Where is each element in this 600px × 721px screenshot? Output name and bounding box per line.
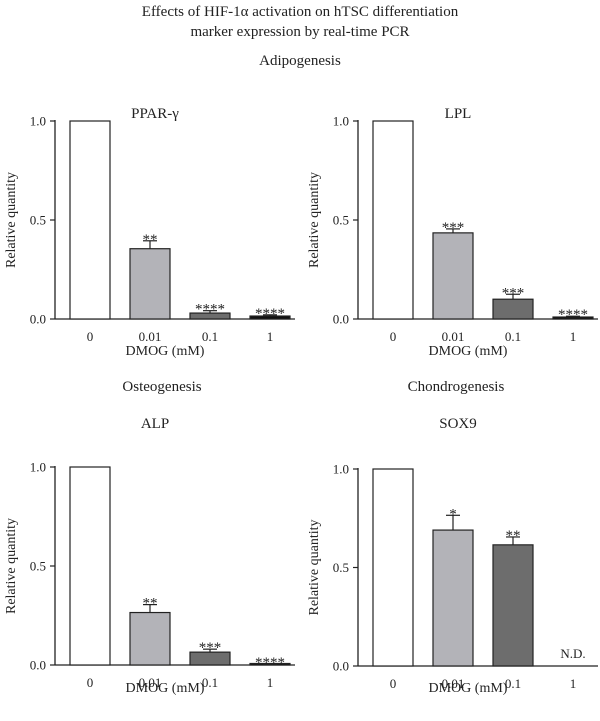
significance-label: *: [449, 506, 457, 522]
chart-title: LPL: [445, 106, 472, 122]
bar-0.01: [432, 529, 474, 667]
x-axis-label: DMOG (mM): [126, 344, 205, 359]
y-axis-label: Relative quantity: [4, 172, 19, 268]
chart-panel-1: PPAR-γ 0.0 0.5 1.0 Relative quantity 0 ** 0.01 *…: [4, 106, 295, 359]
x-tick-label: 1: [267, 675, 274, 690]
x-tick-label: 0.1: [202, 329, 218, 344]
chart-title: ALP: [141, 416, 169, 432]
x-tick-label: 0.1: [505, 676, 521, 691]
chart-title: SOX9: [439, 416, 477, 432]
x-tick-label: 0: [87, 329, 94, 344]
bar-0: [372, 468, 414, 667]
bar-0.01: [129, 611, 171, 666]
significance-label: ***: [502, 285, 525, 301]
figure-title-line-2: marker expression by real-time PCR: [190, 24, 410, 40]
x-axis-label: DMOG (mM): [126, 681, 205, 696]
x-tick-label: 0: [390, 676, 397, 691]
x-tick-label: 0.1: [505, 329, 521, 344]
y-tick-label: 0.5: [30, 559, 46, 574]
not-detected-label: N.D.: [560, 646, 585, 661]
x-tick-label: 1: [570, 329, 577, 344]
y-axis-label: Relative quantity: [4, 518, 19, 614]
y-tick-label: 1.0: [30, 114, 46, 129]
significance-label: **: [143, 232, 158, 248]
significance-label: ***: [199, 640, 222, 656]
y-tick-label: 1.0: [30, 460, 46, 475]
chart-panel-4: SOX9 0.0 0.5 1.0 Relative quantity 0 * 0.01 ** 0.…: [307, 416, 598, 696]
y-tick-label: 1.0: [333, 462, 349, 477]
x-tick-label: 1: [570, 676, 577, 691]
bar-0.01: [129, 248, 171, 320]
bar-0: [69, 466, 111, 666]
significance-label: ****: [195, 302, 225, 318]
bar-0: [372, 120, 414, 320]
x-axis-label: DMOG (mM): [429, 681, 508, 696]
bar-0.1: [492, 544, 534, 667]
y-tick-label: 0.0: [333, 659, 349, 674]
bar-0.1: [492, 298, 534, 320]
x-tick-label: 0.01: [139, 329, 162, 344]
chondrogenesis-group-label: Chondrogenesis: [407, 379, 505, 395]
significance-label: ****: [558, 307, 588, 323]
y-tick-label: 0.0: [30, 658, 46, 673]
x-tick-label: 0.01: [442, 329, 465, 344]
x-tick-label: 0.01: [442, 676, 465, 691]
significance-label: ****: [255, 306, 285, 322]
chart-title: PPAR-γ: [131, 106, 179, 122]
y-axis-label: Relative quantity: [307, 519, 322, 615]
x-tick-label: 0.1: [202, 675, 218, 690]
significance-label: ***: [442, 220, 465, 236]
x-tick-label: 0: [87, 675, 94, 690]
x-tick-label: 0.01: [139, 675, 162, 690]
y-tick-label: 0.0: [30, 312, 46, 327]
significance-label: **: [143, 596, 158, 612]
y-tick-label: 0.5: [30, 213, 46, 228]
significance-label: ****: [255, 655, 285, 671]
y-tick-label: 1.0: [333, 114, 349, 129]
bar-0.01: [432, 232, 474, 320]
x-tick-label: 1: [267, 329, 274, 344]
y-tick-label: 0.5: [333, 560, 349, 575]
y-axis-label: Relative quantity: [307, 172, 322, 268]
adipogenesis-group-label: Adipogenesis: [259, 53, 341, 69]
figure-title-line-1: Effects of HIF-1α activation on hTSC dif…: [141, 4, 459, 20]
bar-0: [69, 120, 111, 320]
y-tick-label: 0.0: [333, 312, 349, 327]
chart-panel-3: ALP 0.0 0.5 1.0 Relative quantity 0 ** 0.01 *** 0…: [4, 416, 295, 696]
chart-panel-2: LPL 0.0 0.5 1.0 Relative quantity 0 *** 0.01 ***…: [307, 106, 598, 359]
x-tick-label: 0: [390, 329, 397, 344]
osteogenesis-group-label: Osteogenesis: [122, 379, 202, 395]
significance-label: **: [506, 528, 521, 544]
y-tick-label: 0.5: [333, 213, 349, 228]
x-axis-label: DMOG (mM): [429, 344, 508, 359]
